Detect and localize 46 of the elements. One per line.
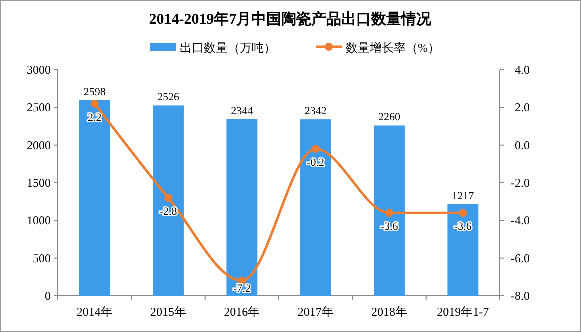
y-tick-label: 2500 xyxy=(27,100,51,115)
data-label: 2344 xyxy=(231,105,254,118)
data-label: 2598 xyxy=(84,86,106,98)
data-label: -0.2 xyxy=(307,157,325,170)
data-label: -3.6 xyxy=(454,221,472,234)
bar xyxy=(153,106,184,296)
y-tick-label: 500 xyxy=(33,251,51,266)
data-label: 1217 xyxy=(452,190,475,202)
y-tick-label: 3000 xyxy=(27,63,51,77)
bar xyxy=(79,100,110,296)
x-tick-label: 2019年1-7 xyxy=(437,305,490,319)
x-tick-label: 2017年 xyxy=(298,305,334,319)
point xyxy=(459,209,468,218)
y2-tick-label: 2.0 xyxy=(515,100,530,115)
x-tick-label: 2018年 xyxy=(372,305,408,319)
point xyxy=(164,194,172,202)
bar xyxy=(226,119,258,296)
y2-tick-label: -8.0 xyxy=(511,289,530,303)
y-tick-label: 1500 xyxy=(27,176,51,190)
data-label: 2260 xyxy=(378,112,401,124)
chart-title: 2014-2019年7月中国陶瓷产品出口数量情况 xyxy=(149,11,433,28)
data-label: -7.2 xyxy=(233,283,251,295)
point xyxy=(386,209,394,218)
y2-tick-label: -4.0 xyxy=(511,214,530,228)
bar xyxy=(300,120,332,296)
y-tick-label: 0 xyxy=(45,289,51,303)
y2-tick-label: 4.0 xyxy=(515,63,530,77)
y2-tick-label: -2.0 xyxy=(511,176,530,190)
x-tick-label: 2014年 xyxy=(76,305,113,319)
data-label: 2342 xyxy=(304,106,327,118)
y-tick-label: 2000 xyxy=(27,138,51,152)
data-label: -3.6 xyxy=(380,221,399,234)
point xyxy=(312,145,320,154)
legend-label: 出口数量（万吨） xyxy=(180,41,276,55)
x-tick-label: 2016年 xyxy=(224,305,260,319)
point xyxy=(90,100,99,108)
legend-label: 数量增长率（%） xyxy=(346,41,440,55)
y-tick-label: 1000 xyxy=(27,214,51,228)
y2-tick-label: 0.0 xyxy=(515,138,530,152)
bar xyxy=(448,204,479,296)
y2-tick-label: -6.0 xyxy=(511,251,530,266)
data-label: 2526 xyxy=(158,92,180,104)
data-label: -2.8 xyxy=(160,206,178,218)
x-tick-label: 2015年 xyxy=(150,305,186,319)
bar xyxy=(374,126,405,296)
data-label: 2.2 xyxy=(88,112,102,124)
